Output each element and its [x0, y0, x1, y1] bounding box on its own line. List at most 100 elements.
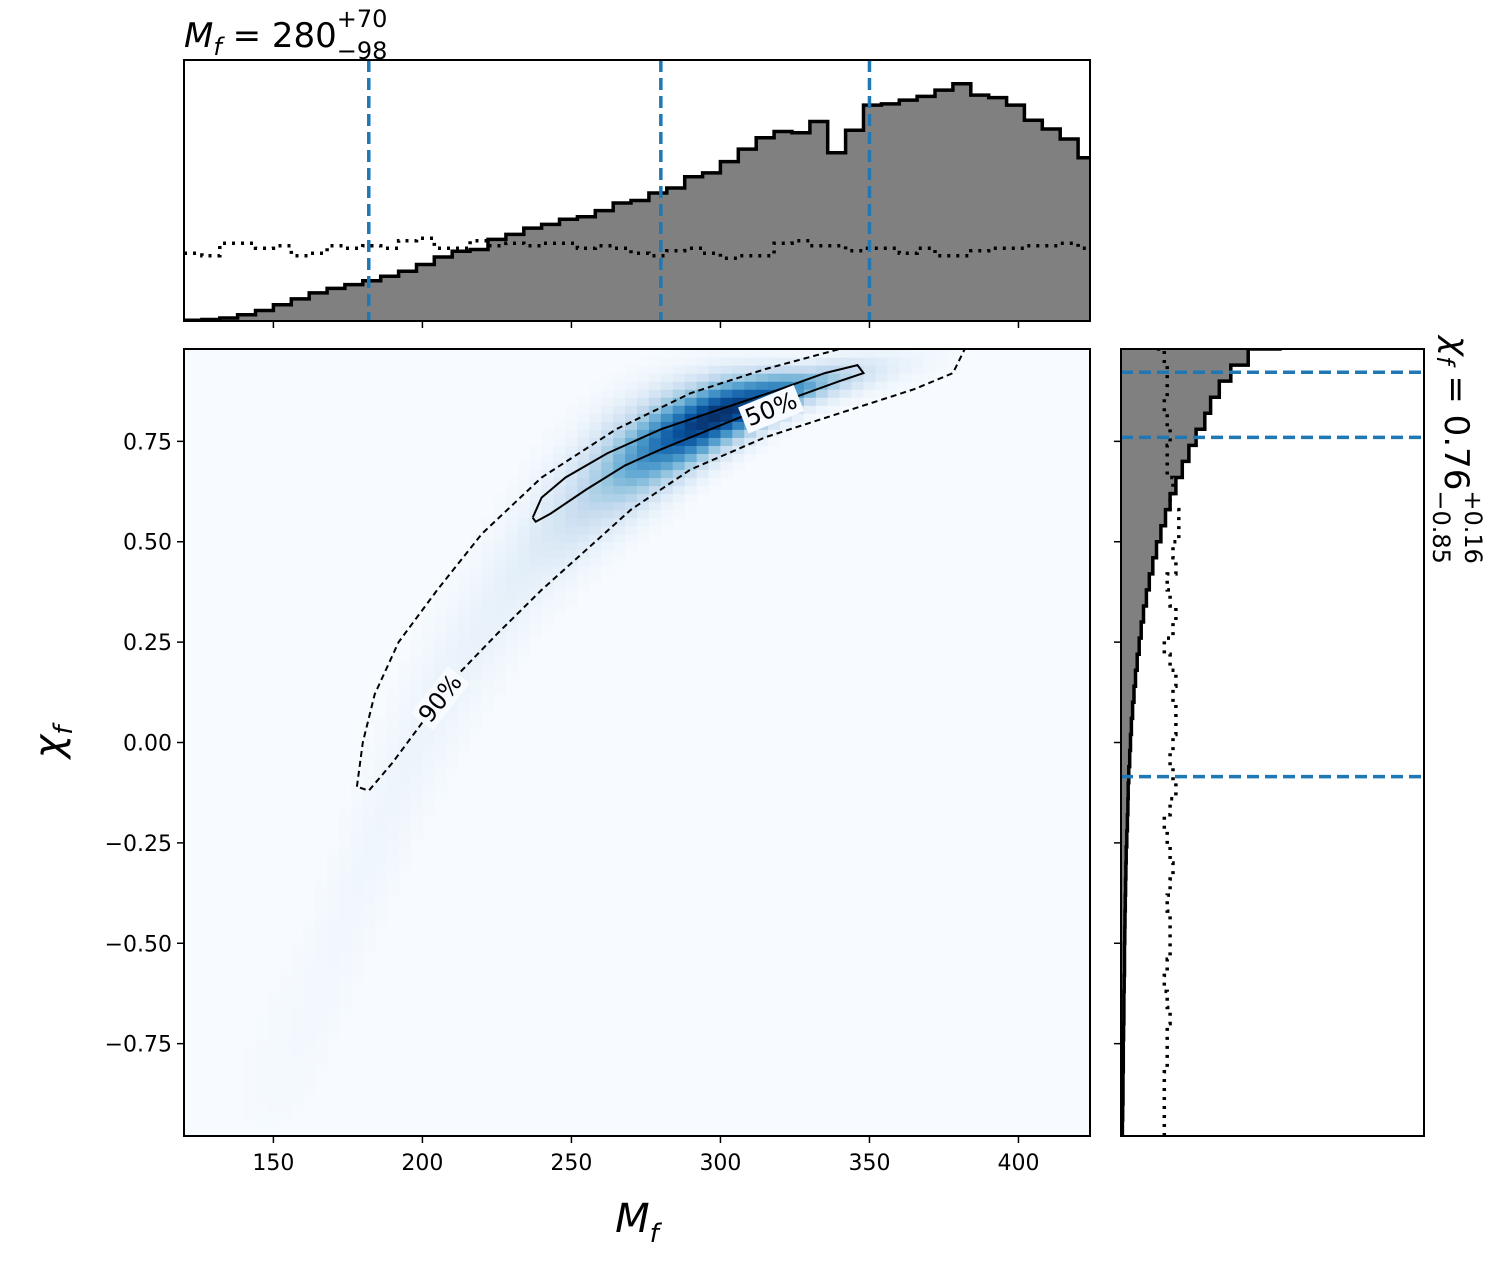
heatmap-cell [422, 605, 435, 615]
heatmap-cell [350, 782, 364, 792]
heatmap-cell [470, 718, 483, 728]
heatmap-cell [374, 790, 388, 800]
heatmap-cell [827, 381, 841, 390]
heatmap-cell [625, 469, 638, 479]
heatmap-cell [541, 581, 555, 591]
heatmap-cell [482, 597, 495, 607]
heatmap-cell [315, 1031, 328, 1041]
heatmap-cell [601, 389, 614, 398]
heatmap-cell [565, 597, 578, 607]
heatmap-cell [267, 1047, 280, 1057]
heatmap-cell [398, 830, 412, 840]
heatmap-cell [434, 750, 447, 760]
heatmap-cell [470, 541, 483, 551]
heatmap-cell [577, 509, 590, 519]
y-tick-label: 0.75 [123, 430, 172, 455]
heatmap-cell [482, 622, 495, 631]
heatmap-cell [517, 501, 531, 511]
heatmap-cell [303, 943, 316, 952]
heatmap-cell [565, 525, 578, 535]
heatmap-cell [362, 790, 376, 800]
y-tick-label: −0.50 [105, 932, 172, 957]
heatmap-cell [458, 710, 471, 720]
heatmap-cell [482, 662, 495, 671]
heatmap-cell [398, 694, 412, 703]
heatmap-cell [720, 445, 733, 454]
heatmap-cell [589, 565, 602, 575]
heatmap-cell [446, 630, 459, 639]
heatmap-cell [291, 943, 304, 952]
heatmap-cell [493, 581, 507, 591]
heatmap-cell [708, 349, 722, 358]
heatmap-cell [386, 702, 400, 711]
heatmap-cell [493, 686, 507, 695]
heatmap-cell [720, 357, 733, 366]
heatmap-cell [601, 381, 614, 390]
heatmap-cell [601, 461, 614, 471]
heatmap-cell [756, 365, 769, 374]
heatmap-cell [529, 485, 543, 495]
heatmap-cell [422, 766, 435, 776]
heatmap-cell [338, 903, 352, 912]
heatmap-cell [601, 493, 614, 503]
heatmap-cell [732, 437, 745, 446]
heatmap-cell [839, 357, 853, 366]
heatmap-cell [517, 541, 531, 551]
heatmap-cell [470, 549, 483, 559]
heatmap-cell [648, 453, 662, 463]
heatmap-cell [398, 846, 412, 856]
heatmap-cell [470, 654, 483, 663]
heatmap-cell [410, 774, 424, 784]
heatmap-cell [446, 654, 459, 663]
x-tick-label: 150 [252, 1151, 294, 1176]
heatmap-cell [815, 405, 829, 414]
heatmap-cell [446, 573, 459, 583]
heatmap-cell [350, 822, 364, 832]
heatmap-cell [684, 453, 698, 463]
heatmap-cell [541, 533, 555, 543]
heatmap-cell [482, 630, 495, 639]
heatmap-cell [303, 1087, 316, 1097]
heatmap-cell [541, 517, 555, 527]
heatmap-cell [541, 557, 555, 567]
heatmap-cell [493, 493, 507, 503]
heatmap-cell [517, 581, 531, 591]
heatmap-cell [637, 445, 650, 454]
heatmap-cell [267, 1039, 280, 1049]
heatmap-cell [517, 630, 531, 639]
top-marginal-frame [183, 59, 1091, 322]
heatmap-cell [911, 365, 924, 374]
heatmap-cell [374, 862, 388, 872]
y-tick-label: −0.75 [105, 1033, 172, 1058]
heatmap-cell [422, 654, 435, 663]
right-posterior-edge [1121, 349, 1282, 1136]
heatmap-cell [935, 357, 948, 366]
heatmap-cell [505, 646, 519, 655]
heatmap-cell [386, 694, 400, 703]
heatmap-cell [529, 622, 543, 631]
heatmap-cell [613, 445, 626, 454]
heatmap-cell [637, 525, 650, 535]
heatmap-cell [589, 389, 602, 398]
heatmap-cell [279, 1079, 292, 1089]
heatmap-cell [529, 541, 543, 551]
heatmap-cell [303, 967, 316, 976]
heatmap-cell [637, 365, 650, 374]
heatmap-cell [851, 349, 865, 358]
heatmap-cell [553, 533, 567, 543]
heatmap-cell [517, 573, 531, 583]
heatmap-cell [315, 927, 328, 936]
heatmap-cell [648, 421, 662, 430]
heatmap-cell [362, 895, 376, 904]
heatmap-cell [720, 453, 733, 463]
heatmap-cell [744, 437, 757, 446]
heatmap-cell [601, 373, 614, 382]
heatmap-cell [255, 1047, 269, 1057]
heatmap-cell [625, 477, 638, 487]
heatmap-cell [338, 951, 352, 960]
heatmap-cell [613, 557, 626, 567]
heatmap-cell [672, 477, 686, 487]
heatmap-cell [338, 806, 352, 816]
heatmap-cell [589, 461, 602, 471]
heatmap-cell [541, 614, 555, 623]
